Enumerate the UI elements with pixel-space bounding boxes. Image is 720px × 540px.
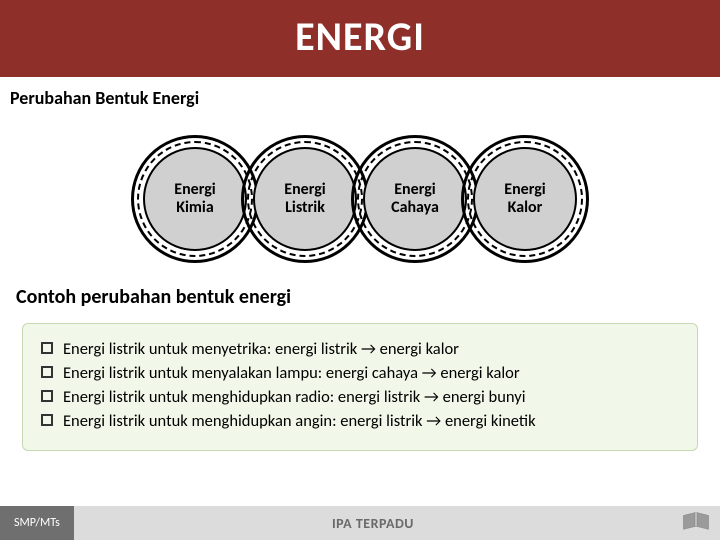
energy-circles-row: EnergiKimia EnergiListrik EnergiCahaya E… <box>0 135 720 263</box>
subtitle-text: Perubahan Bentuk Energi <box>10 87 199 109</box>
section-label: Contoh perubahan bentuk energi <box>16 285 720 309</box>
bullet-icon <box>41 342 53 354</box>
energy-circle: EnergiCahaya <box>351 135 479 263</box>
slide-title: ENERGI <box>0 12 720 61</box>
footer-right <box>672 506 720 540</box>
bullet-icon <box>41 414 53 426</box>
list-item: Energi listrik untuk menyetrika: energi … <box>41 338 679 362</box>
list-item: Energi listrik untuk menyalakan lampu: e… <box>41 362 679 386</box>
circle-label: EnergiKalor <box>504 181 545 218</box>
footer: SMP/MTs IPA TERPADU <box>0 506 720 540</box>
list-item-text: Energi listrik untuk menyetrika: energi … <box>63 338 459 362</box>
title-bar: ENERGI <box>0 0 720 77</box>
circle-label: EnergiListrik <box>284 181 325 218</box>
list-item: Energi listrik untuk menghidupkan radio:… <box>41 386 679 410</box>
footer-center-text: IPA TERPADU <box>332 515 414 532</box>
energy-circle: EnergiListrik <box>241 135 369 263</box>
bullet-icon <box>41 366 53 378</box>
examples-box: Energi listrik untuk menyetrika: energi … <box>22 323 698 451</box>
bullet-icon <box>41 390 53 402</box>
circle-label: EnergiCahaya <box>391 181 439 218</box>
book-icon <box>682 511 710 536</box>
circle-inner: EnergiCahaya <box>363 147 467 251</box>
energy-circle: EnergiKimia <box>131 135 259 263</box>
list-item: Energi listrik untuk menghidupkan angin:… <box>41 410 679 434</box>
footer-left: SMP/MTs <box>0 506 74 540</box>
subtitle-strip: Perubahan Bentuk Energi <box>0 81 209 115</box>
footer-center: IPA TERPADU <box>74 515 672 532</box>
circle-label: EnergiKimia <box>174 181 215 218</box>
circle-inner: EnergiKalor <box>473 147 577 251</box>
list-item-text: Energi listrik untuk menghidupkan angin:… <box>63 410 536 434</box>
circle-inner: EnergiKimia <box>143 147 247 251</box>
energy-circle: EnergiKalor <box>461 135 589 263</box>
circle-inner: EnergiListrik <box>253 147 357 251</box>
section-label-text: Contoh perubahan bentuk energi <box>16 285 291 309</box>
slide: ENERGI Perubahan Bentuk Energi EnergiKim… <box>0 0 720 540</box>
list-item-text: Energi listrik untuk menghidupkan radio:… <box>63 386 525 410</box>
list-item-text: Energi listrik untuk menyalakan lampu: e… <box>63 362 520 386</box>
footer-left-text: SMP/MTs <box>14 516 60 530</box>
